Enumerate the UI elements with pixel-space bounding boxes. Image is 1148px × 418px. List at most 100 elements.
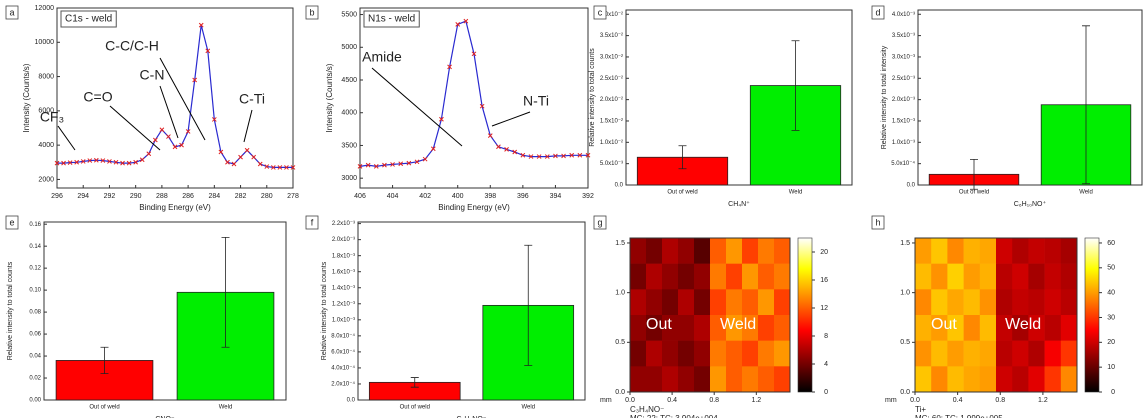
heatmap-cell [726, 263, 743, 290]
y-tick-label: 3.5x10⁻² [600, 33, 623, 39]
heatmap-cell [742, 238, 759, 264]
data-point [455, 22, 461, 27]
heatmap-cell [694, 289, 711, 316]
heatmap-cell [694, 366, 711, 393]
axis-unit: mm [885, 397, 897, 404]
annotation: CF₃ [40, 109, 64, 125]
heatmap-cell [996, 238, 1013, 264]
data-point [166, 134, 171, 139]
heatmap-cell [726, 366, 743, 393]
data-point [561, 153, 566, 159]
region-label: Weld [1005, 316, 1041, 333]
heatmap-cell [979, 315, 997, 341]
heatmap-cell [774, 340, 791, 367]
x-tick-label: Weld [789, 190, 803, 196]
data-point [479, 103, 485, 109]
annotation-line [371, 67, 463, 147]
title-box [60, 10, 117, 28]
plot-frame [359, 7, 589, 189]
y-tick-label: 0.00 [29, 398, 41, 404]
y-tick-label: 0.5 [900, 339, 910, 346]
data-point [87, 158, 93, 163]
heatmap-cell [678, 289, 695, 316]
y-tick-label: 0.12 [29, 266, 41, 272]
heatmap-cell [1044, 366, 1062, 393]
data-point [487, 133, 493, 138]
data-point [430, 146, 436, 152]
heatmap-cell [1060, 366, 1078, 393]
data-point [528, 154, 534, 159]
heatmap-cell [947, 315, 964, 341]
map-footer: MC: 60; TC: 1.999e+005 [915, 414, 1003, 418]
heatmap-cell [963, 263, 981, 290]
data-point [61, 160, 66, 166]
y-tick-label: 0.04 [29, 354, 41, 360]
x-tick-label: 282 [235, 193, 247, 200]
species-label: C₃H₄NO⁻ [630, 405, 664, 414]
x-tick-label: Weld [521, 405, 535, 411]
data-point [113, 159, 119, 165]
y-tick-label: 5.0x10⁻⁴ [891, 160, 915, 167]
colorbar-label: 0 [824, 389, 828, 396]
heatmap-cell [662, 366, 679, 393]
heatmap-cell [1044, 289, 1062, 316]
data-point [126, 160, 132, 166]
data-point [192, 77, 198, 83]
x-tick-label: 294 [77, 193, 89, 200]
colorbar-label: 16 [820, 277, 828, 284]
y-tick-label: 0.10 [29, 288, 41, 294]
heatmap-cell [630, 366, 647, 393]
heatmap-cell [694, 263, 711, 290]
y-tick-label: 0.06 [29, 332, 41, 338]
heatmap-cell [996, 340, 1013, 367]
heatmap-cell [1060, 289, 1078, 316]
y-tick-label: 6000 [38, 108, 54, 115]
data-point [471, 51, 477, 57]
heatmap-cell [646, 289, 663, 316]
heatmap-cell [646, 340, 663, 367]
y-tick-label: 2.0x10⁻⁴ [331, 381, 355, 388]
colorbar-label: 4 [824, 361, 828, 368]
y-tick-label: 0.0 [615, 389, 625, 396]
data-point [264, 164, 270, 169]
annotation: C-N [140, 67, 165, 83]
error-bar [221, 236, 230, 348]
x-tick-label: 394 [550, 193, 562, 200]
heatmap-cell [662, 315, 679, 341]
y-axis-label: Intensity (Counts/s) [22, 63, 31, 132]
data-point [185, 129, 191, 134]
annotation: C=O [83, 89, 112, 105]
x-axis-label: C₆H₁₀NO⁺ [1014, 200, 1047, 208]
heatmap-cell [1028, 340, 1045, 367]
y-tick-label: 1.0 [900, 289, 910, 296]
heatmap-cell [726, 340, 743, 367]
annotation-line [243, 109, 253, 143]
heatmap-cell [710, 340, 727, 367]
error-bar [100, 346, 109, 375]
data-point [504, 147, 509, 152]
error-bar [1082, 25, 1090, 185]
x-axis-label: CNO⁻ [155, 416, 175, 418]
heatmap-cell [710, 263, 727, 290]
x-axis-label: Binding Energy (eV) [438, 203, 510, 212]
y-tick-label: 0.0 [615, 183, 624, 189]
panel-letter-box [871, 215, 885, 230]
x-tick-label: 400 [452, 193, 464, 200]
heatmap-cell [947, 238, 964, 264]
heatmap-cell [931, 289, 948, 316]
heatmap-cell [947, 289, 964, 316]
data-point [218, 149, 224, 155]
x-tick-label: 292 [104, 193, 116, 200]
x-tick-label: Out of weld [959, 190, 989, 196]
heatmap-cell [1060, 238, 1078, 264]
y-tick-label: 3.5x10⁻³ [892, 33, 915, 39]
heatmap-cell [1012, 315, 1029, 341]
data-point [74, 159, 80, 165]
y-tick-label: 10000 [35, 39, 55, 46]
data-point [120, 160, 125, 166]
title-box [363, 10, 420, 28]
panel-letter: g [597, 217, 602, 227]
x-axis-label: Binding Energy (eV) [139, 203, 211, 212]
heatmap-cell [662, 289, 679, 316]
data-point [225, 159, 230, 165]
